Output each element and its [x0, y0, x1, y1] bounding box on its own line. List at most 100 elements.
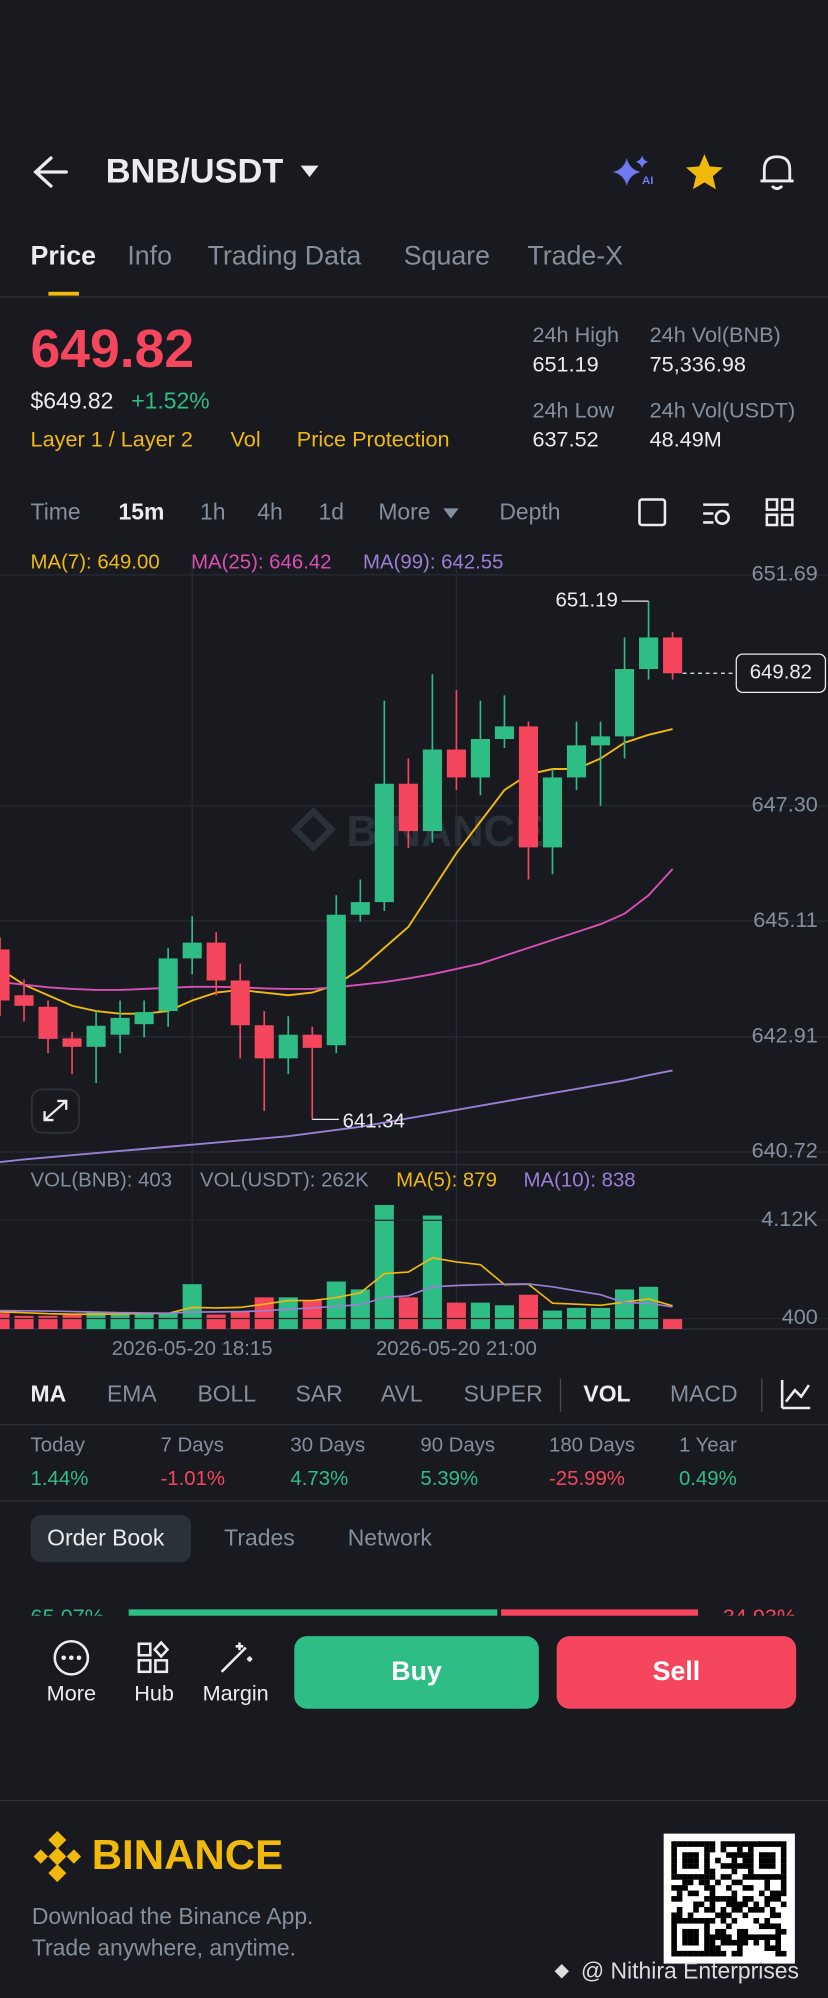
indicator-tab[interactable]: VOL — [583, 1380, 630, 1406]
candle-body — [566, 745, 587, 778]
qr-module — [698, 1917, 705, 1924]
interval[interactable]: Depth — [499, 499, 560, 525]
qr-module — [687, 1879, 694, 1886]
action-label[interactable]: Hub — [134, 1680, 174, 1705]
qr-module — [758, 1874, 765, 1880]
hub-square — [154, 1659, 169, 1674]
hub-icon[interactable] — [137, 1640, 170, 1674]
back-button[interactable] — [33, 156, 68, 188]
candle-body — [494, 726, 514, 740]
qr-module — [753, 1917, 760, 1924]
qr-module — [671, 1950, 677, 1957]
qr-module — [742, 1874, 749, 1880]
qr-module — [715, 1857, 721, 1864]
qr-module — [687, 1934, 694, 1941]
sell-button[interactable] — [556, 1636, 797, 1709]
qr-module — [715, 1879, 721, 1886]
interval[interactable]: Time — [31, 499, 81, 525]
tab[interactable]: Square — [404, 240, 490, 270]
qr-module — [780, 1874, 787, 1880]
qr-module — [671, 1923, 677, 1930]
order-tab-chip[interactable] — [30, 1515, 192, 1563]
more-caret — [443, 508, 459, 519]
layout-icon — [780, 498, 794, 511]
qr-module — [780, 1841, 787, 1847]
indicator-tab[interactable]: EMA — [107, 1380, 157, 1406]
chart-type-icon[interactable] — [780, 1379, 811, 1410]
qr-module — [753, 1901, 760, 1908]
indicator-tab[interactable]: SAR — [296, 1380, 343, 1406]
interval[interactable]: 1d — [318, 499, 343, 525]
candle-body — [230, 980, 250, 1026]
qr-module — [742, 1885, 749, 1891]
order-tab[interactable]: Order Book — [47, 1524, 165, 1550]
pair-dropdown[interactable] — [300, 165, 319, 178]
price-tag[interactable]: Vol — [231, 427, 261, 452]
candle-body — [614, 669, 635, 737]
interval[interactable]: 4h — [257, 499, 282, 525]
bell-button[interactable] — [760, 155, 794, 190]
interval[interactable]: 15m — [118, 499, 164, 525]
qr-module — [720, 1874, 727, 1880]
indicator-tab[interactable]: BOLL — [197, 1380, 256, 1406]
indicator-tab[interactable]: SUPER — [464, 1380, 543, 1406]
tab[interactable]: Trade-X — [527, 240, 623, 270]
qr-module — [709, 1945, 716, 1951]
chart-tool-icon[interactable] — [638, 498, 667, 527]
qr-module — [758, 1841, 765, 1847]
interval[interactable]: More — [378, 499, 430, 525]
order-tab[interactable]: Trades — [224, 1524, 294, 1550]
tab[interactable]: Price — [31, 240, 96, 270]
indicator-tab[interactable]: MACD — [670, 1380, 737, 1406]
qr-module — [753, 1934, 760, 1941]
price-tag[interactable]: Price Protection — [297, 427, 450, 452]
qr-module — [704, 1874, 710, 1880]
bell-body — [760, 155, 794, 183]
action-label[interactable]: Margin — [203, 1680, 269, 1705]
tab[interactable]: Trading Data — [208, 240, 362, 270]
qr-module — [742, 1928, 749, 1935]
qr-module — [715, 1934, 721, 1941]
qr-module — [720, 1934, 727, 1941]
qr-module — [698, 1874, 705, 1880]
volume-bar — [614, 1289, 635, 1330]
qr-module — [758, 1934, 765, 1941]
qr-module — [698, 1950, 705, 1957]
qr-module — [682, 1857, 688, 1864]
qr-module — [748, 1852, 754, 1858]
candle-body — [254, 1025, 274, 1059]
qr-module — [704, 1852, 710, 1858]
candle-body — [639, 637, 659, 670]
volume-bar — [374, 1204, 394, 1330]
sell-ratio-bar — [501, 1609, 699, 1618]
action-label[interactable]: More — [47, 1680, 96, 1705]
indicator-tab[interactable]: AVL — [381, 1380, 423, 1406]
logo-part — [48, 1830, 67, 1850]
qr-module — [726, 1841, 732, 1847]
interval[interactable]: 1h — [200, 499, 225, 525]
qr-module — [687, 1863, 694, 1869]
margin-icon[interactable] — [220, 1642, 253, 1673]
qr-module — [693, 1907, 699, 1913]
price-tag[interactable]: Layer 1 / Layer 2 — [31, 427, 193, 452]
buy-button[interactable] — [294, 1636, 539, 1709]
tab[interactable]: Info — [127, 240, 172, 270]
qr-module — [769, 1890, 776, 1897]
settings-icon[interactable] — [703, 503, 729, 524]
expand-button[interactable] — [30, 1088, 80, 1134]
order-tab[interactable]: Network — [348, 1524, 433, 1550]
qr-module — [682, 1928, 688, 1935]
volume-bar — [398, 1297, 418, 1330]
qr-module — [758, 1923, 765, 1930]
favorite-star[interactable] — [685, 154, 723, 190]
indicator-tab[interactable]: MA — [31, 1380, 67, 1406]
layout-icon[interactable] — [765, 498, 779, 511]
qr-module — [676, 1950, 683, 1957]
qr-module — [753, 1907, 760, 1913]
ai-button[interactable] — [612, 155, 649, 187]
more-icon[interactable] — [53, 1639, 90, 1676]
qr-module — [780, 1879, 787, 1886]
qr-module — [709, 1885, 716, 1891]
qr-module — [769, 1912, 776, 1919]
